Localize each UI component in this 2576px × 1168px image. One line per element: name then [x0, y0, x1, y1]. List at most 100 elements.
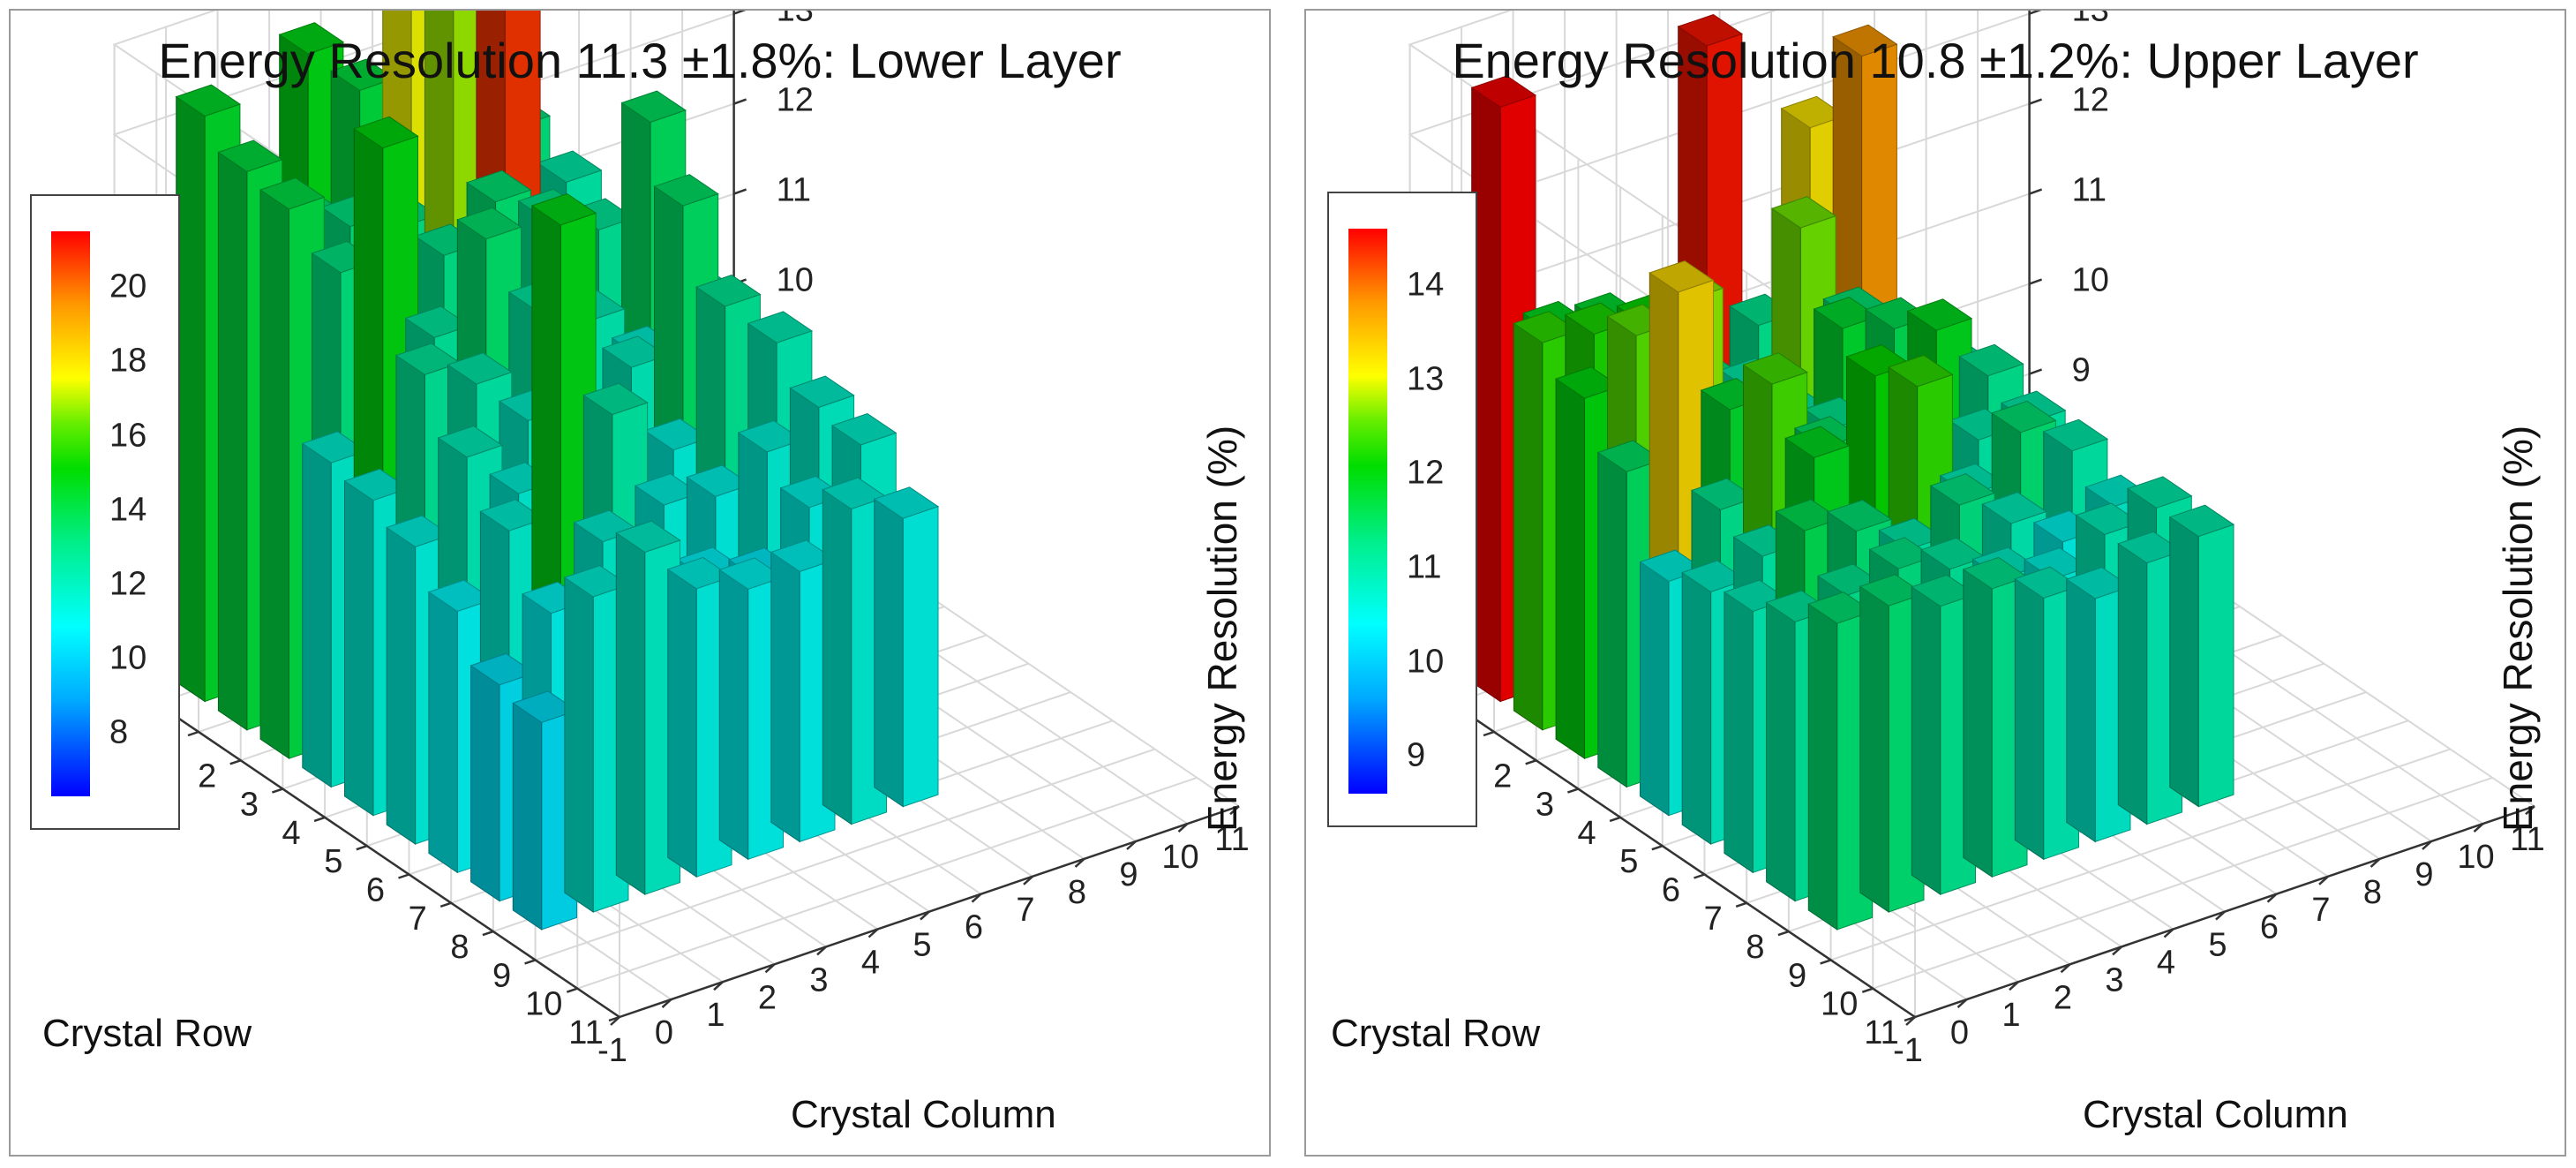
row-tick: [1609, 816, 1621, 823]
chart-panel-upper-layer: -101234567891011-10123456789101189101112…: [1304, 9, 2566, 1157]
colorbar-tick-label: 11: [1407, 548, 1442, 586]
bar-face: [2014, 577, 2045, 861]
column-tick-label: 8: [1068, 874, 1086, 911]
bar-face: [1770, 196, 1837, 229]
row-tick-label: 2: [198, 757, 216, 795]
column-tick-label: 2: [758, 979, 777, 1016]
bar-face: [2042, 418, 2109, 452]
column-tick: [2060, 963, 2071, 974]
row-tick-label: 2: [1493, 757, 1512, 795]
column-tick-label: 11: [2510, 821, 2544, 858]
bar-face: [278, 22, 345, 55]
bar-face: [447, 352, 513, 385]
bar-face: [747, 311, 814, 343]
bar-face: [2168, 504, 2235, 538]
column-tick-label: 3: [809, 961, 828, 998]
row-tick: [482, 930, 494, 937]
bar-face: [1681, 571, 1712, 845]
row-tick-label: 6: [366, 872, 385, 909]
bar-face: [465, 170, 532, 203]
chart-svg-upper-layer: -101234567891011-10123456789101189101112…: [1362, 11, 2545, 1069]
row-tick: [1483, 730, 1495, 737]
chart-title: Energy Resolution 10.8 ±1.2%: Upper Laye…: [1452, 33, 2419, 88]
bar-face: [1513, 322, 1543, 731]
bar-face: [2197, 524, 2234, 808]
column-tick: [1229, 805, 1240, 816]
column-tick-label: 5: [912, 927, 931, 964]
column-tick-label: 10: [2457, 839, 2494, 876]
energy-axis-label: Energy Resolution (%): [2495, 425, 2541, 832]
bar-face: [695, 275, 762, 307]
row-tick-label: 6: [1662, 872, 1680, 909]
column-tick-label: 9: [1119, 856, 1138, 893]
row-tick-label: 11: [568, 1014, 603, 1051]
column-tick: [1023, 875, 1033, 885]
column-tick: [920, 910, 930, 921]
row-tick: [439, 901, 452, 908]
bar-face: [530, 192, 597, 226]
bar-face: [874, 498, 904, 808]
bar-face: [718, 569, 749, 861]
row-tick-label: 8: [450, 929, 469, 966]
colorbar-tick-label: 16: [109, 417, 147, 455]
colorbar-tick-label: 10: [1407, 643, 1445, 681]
row-tick-label: 10: [1821, 986, 1858, 1023]
row-tick: [1904, 1015, 1916, 1022]
energy-tick-label: 10: [777, 262, 814, 299]
bar-face: [437, 425, 504, 458]
row-tick: [1567, 787, 1579, 794]
bar-face: [456, 207, 522, 240]
colorbar-tick-label: 14: [109, 491, 147, 529]
bar-face: [1640, 561, 1670, 817]
chart-title: Energy Resolution 11.3 ±1.8%: Lower Laye…: [158, 33, 1122, 88]
row-tick-label: 3: [1536, 787, 1554, 824]
row-tick-label: 11: [1864, 1014, 1898, 1051]
column-tick-label: 10: [1161, 839, 1198, 876]
row-tick: [229, 759, 242, 765]
row-tick-label: 8: [1746, 929, 1764, 966]
column-tick-label: 2: [2054, 979, 2072, 1016]
energy-tick: [733, 98, 747, 105]
row-tick: [356, 845, 368, 851]
energy-tick-label: 13: [777, 11, 814, 29]
row-tick-label: 7: [1704, 900, 1723, 938]
bar-face: [1981, 492, 2047, 524]
bar-face: [1911, 585, 1941, 896]
column-tick-label: -1: [1893, 1032, 1923, 1069]
column-tick: [713, 981, 724, 991]
bar-face: [582, 382, 649, 416]
row-tick-label: 5: [324, 843, 342, 880]
bar-face: [386, 526, 417, 845]
column-axis-label: Crystal Column: [791, 1093, 1056, 1136]
column-tick-label: 11: [1214, 821, 1249, 858]
chart-panel-lower-layer: -101234567891011-10123456789101189101112…: [9, 9, 1271, 1157]
colorbar-tick-label: 20: [109, 268, 147, 305]
row-tick: [187, 730, 199, 737]
row-tick: [566, 987, 578, 993]
colorbar-tick-label: 14: [1407, 266, 1445, 304]
row-tick: [524, 959, 536, 965]
column-tick: [2112, 946, 2122, 956]
bar-face: [1807, 603, 1838, 931]
row-tick: [1735, 901, 1747, 908]
column-tick-label: 0: [1950, 1014, 1969, 1051]
row-tick-label: 7: [409, 900, 427, 938]
bar-face: [873, 486, 940, 519]
bar-face: [653, 174, 719, 207]
row-tick-label: 10: [525, 986, 562, 1023]
colorbar-tick-label: 8: [109, 713, 129, 751]
row-tick: [1525, 759, 1537, 765]
column-tick-label: 0: [655, 1014, 673, 1051]
colorbar-tick-label: 12: [109, 565, 147, 603]
bar-face: [667, 568, 697, 878]
bar-face: [2126, 476, 2193, 509]
energy-tick: [2029, 368, 2043, 375]
bars: [175, 11, 940, 931]
column-tick: [1074, 857, 1085, 868]
bar-face: [615, 531, 646, 896]
column-tick-label: -1: [597, 1032, 627, 1069]
bar-face: [1991, 400, 2057, 433]
row-tick-label: 9: [492, 957, 511, 994]
colorbar-tick-label: 13: [1407, 360, 1445, 398]
column-tick-label: 7: [2311, 892, 2330, 929]
